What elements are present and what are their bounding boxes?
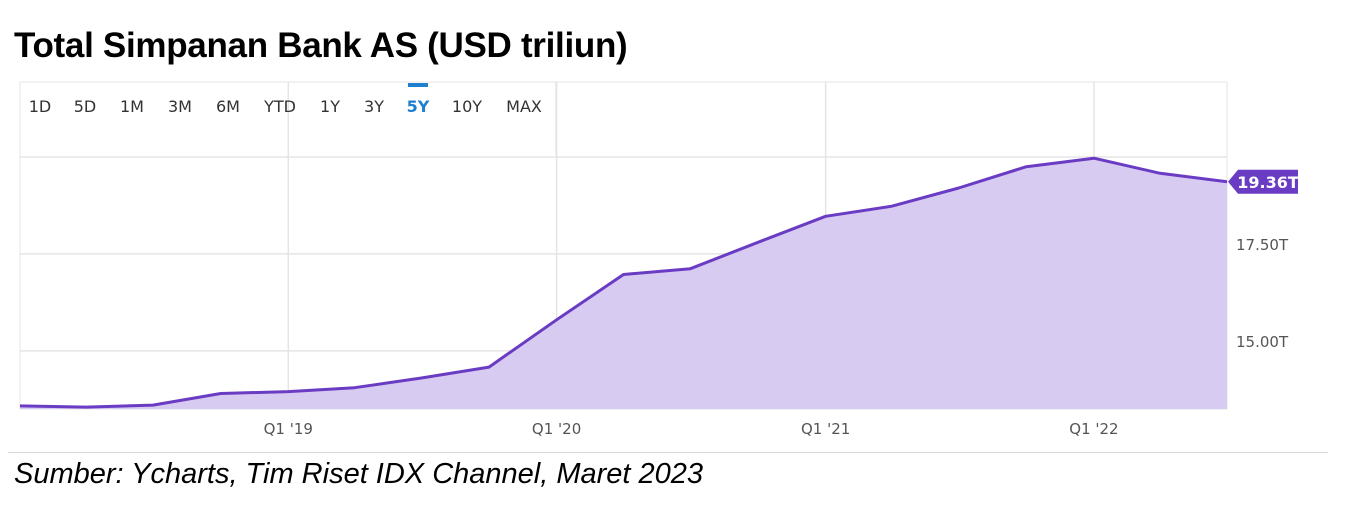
area-layer (19, 156, 1228, 409)
range-button-5y[interactable]: 5Y (407, 83, 430, 116)
chart-area: 1D 5D 1M 3M 6M YTD 1Y 3Y 5Y 10Y MAX Q1 '19 Q1 '20 Q1… (0, 80, 1348, 452)
area-fill (20, 158, 1227, 409)
range-button-label: 6M (216, 97, 240, 116)
range-button-label: YTD (263, 97, 296, 116)
area-chart: 1D 5D 1M 3M 6M YTD 1Y 3Y 5Y 10Y MAX Q1 '19 Q1 '20 Q1… (19, 81, 1299, 438)
x-tick-label: Q1 '20 (532, 420, 581, 438)
last-value-label: 19.36T (1237, 173, 1299, 192)
y-tick-label: 17.50T (1236, 236, 1289, 254)
range-button-1d[interactable]: 1D (29, 97, 52, 116)
last-value-badge: 19.36T (1228, 169, 1299, 194)
range-button-label: MAX (506, 97, 542, 116)
range-button-1m[interactable]: 1M (120, 97, 144, 116)
range-button-5d[interactable]: 5D (74, 97, 97, 116)
range-button-label: 5Y (407, 97, 430, 116)
range-button-label: 10Y (452, 97, 482, 116)
range-selected-indicator (408, 83, 428, 87)
x-tick-label: Q1 '19 (264, 420, 313, 438)
range-button-label: 1D (29, 97, 52, 116)
source-caption: Sumber: Ycharts, Tim Riset IDX Channel, … (14, 458, 704, 490)
range-button-1y[interactable]: 1Y (320, 97, 340, 116)
range-button-max[interactable]: MAX (506, 97, 542, 116)
x-tick-label: Q1 '21 (801, 420, 850, 438)
range-button-label: 1Y (320, 97, 340, 116)
last-value-badge-shape (1228, 169, 1298, 194)
y-tick-label: 15.00T (1236, 333, 1289, 351)
range-button-10y[interactable]: 10Y (452, 97, 482, 116)
range-selector: 1D 5D 1M 3M 6M YTD 1Y 3Y 5Y 10Y MAX (29, 83, 542, 116)
axis-labels: Q1 '19 Q1 '20 Q1 '21 Q1 '22 15.00T 17.50T (264, 236, 1289, 438)
footer-divider (8, 452, 1328, 453)
range-button-6m[interactable]: 6M (216, 97, 240, 116)
range-button-3y[interactable]: 3Y (364, 97, 384, 116)
range-button-ytd[interactable]: YTD (263, 97, 296, 116)
range-button-label: 3Y (364, 97, 384, 116)
x-tick-label: Q1 '22 (1069, 420, 1118, 438)
range-button-3m[interactable]: 3M (168, 97, 192, 116)
range-button-label: 3M (168, 97, 192, 116)
chart-title: Total Simpanan Bank AS (USD triliun) (14, 26, 628, 65)
range-button-label: 1M (120, 97, 144, 116)
range-button-label: 5D (74, 97, 97, 116)
